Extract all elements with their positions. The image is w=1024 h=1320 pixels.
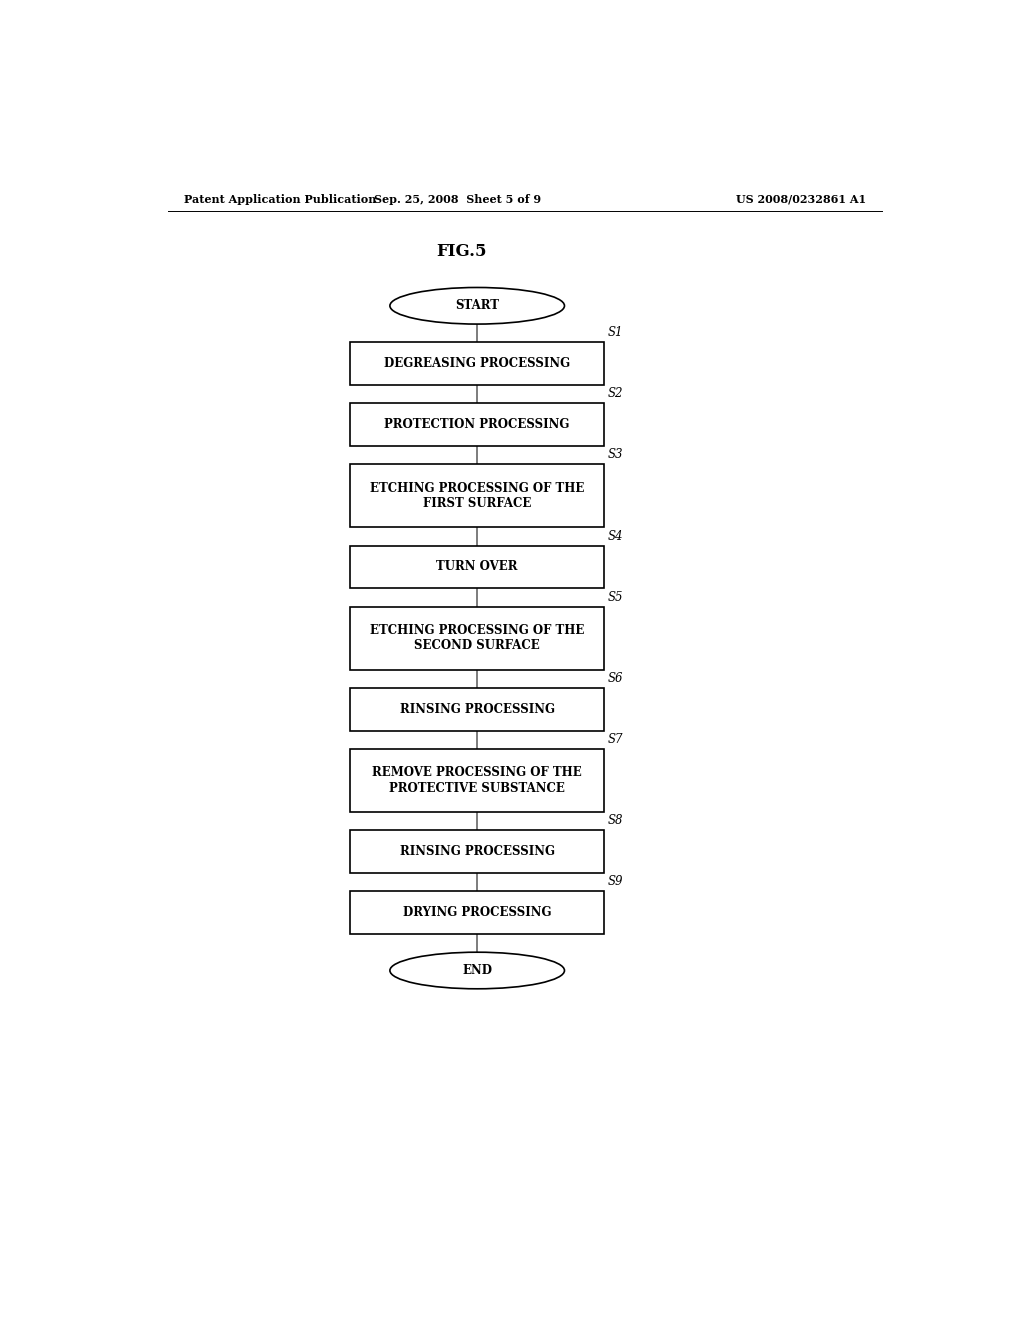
Text: ETCHING PROCESSING OF THE
FIRST SURFACE: ETCHING PROCESSING OF THE FIRST SURFACE xyxy=(370,482,585,510)
Text: S1: S1 xyxy=(608,326,624,339)
Text: Patent Application Publication: Patent Application Publication xyxy=(183,194,376,205)
Text: S2: S2 xyxy=(608,387,624,400)
Text: S7: S7 xyxy=(608,733,624,746)
Text: ETCHING PROCESSING OF THE
SECOND SURFACE: ETCHING PROCESSING OF THE SECOND SURFACE xyxy=(370,624,585,652)
Text: S6: S6 xyxy=(608,672,624,685)
Text: FIG.5: FIG.5 xyxy=(436,243,486,260)
Text: S9: S9 xyxy=(608,875,624,888)
Text: RINSING PROCESSING: RINSING PROCESSING xyxy=(399,702,555,715)
Text: S4: S4 xyxy=(608,529,624,543)
Text: TURN OVER: TURN OVER xyxy=(436,561,518,573)
Bar xyxy=(350,748,604,812)
Bar xyxy=(350,404,604,446)
Text: RINSING PROCESSING: RINSING PROCESSING xyxy=(399,845,555,858)
Text: PROTECTION PROCESSING: PROTECTION PROCESSING xyxy=(384,418,570,432)
Bar xyxy=(350,342,604,385)
Ellipse shape xyxy=(390,288,564,325)
Bar xyxy=(350,688,604,731)
Text: DRYING PROCESSING: DRYING PROCESSING xyxy=(402,906,552,919)
Bar xyxy=(350,891,604,935)
Text: END: END xyxy=(462,964,493,977)
Text: DEGREASING PROCESSING: DEGREASING PROCESSING xyxy=(384,358,570,370)
Text: S8: S8 xyxy=(608,814,624,828)
Text: Sep. 25, 2008  Sheet 5 of 9: Sep. 25, 2008 Sheet 5 of 9 xyxy=(374,194,541,205)
Text: S3: S3 xyxy=(608,449,624,461)
Text: S5: S5 xyxy=(608,590,624,603)
Bar xyxy=(350,545,604,589)
Bar xyxy=(350,830,604,873)
Text: REMOVE PROCESSING OF THE
PROTECTIVE SUBSTANCE: REMOVE PROCESSING OF THE PROTECTIVE SUBS… xyxy=(373,766,582,795)
Bar xyxy=(350,607,604,669)
Text: START: START xyxy=(456,300,499,313)
Ellipse shape xyxy=(390,952,564,989)
Bar xyxy=(350,465,604,528)
Text: US 2008/0232861 A1: US 2008/0232861 A1 xyxy=(736,194,866,205)
